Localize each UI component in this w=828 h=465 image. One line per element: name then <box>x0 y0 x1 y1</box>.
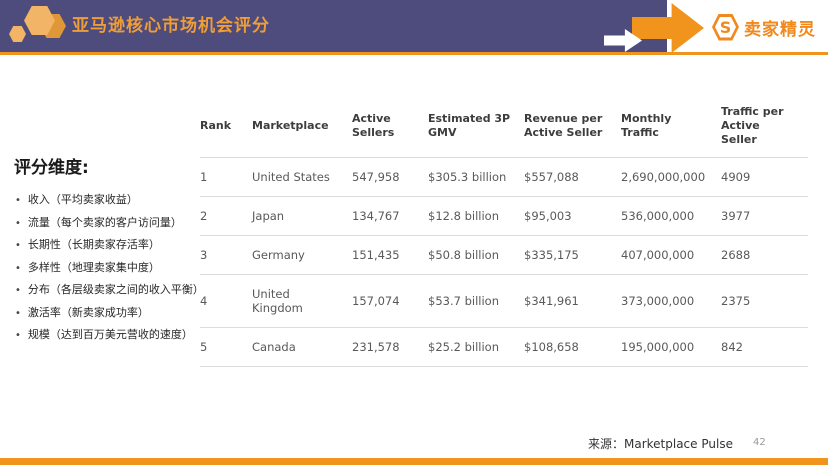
table-cell: Canada <box>252 339 296 354</box>
table-cell: United States <box>252 169 330 184</box>
brand-logo: S 卖家精灵 <box>712 12 816 42</box>
table-cell: 157,074 <box>352 293 400 308</box>
table-cell: 195,000,000 <box>621 339 695 354</box>
table-cell: $305.3 billion <box>428 169 507 184</box>
column-header: Active Sellers <box>352 111 395 139</box>
table-cell: 2375 <box>721 293 751 308</box>
hexagon-logo-icon <box>9 26 26 42</box>
header-bar: 亚马逊核心市场机会评分 <box>0 0 667 52</box>
page-title: 亚马逊核心市场机会评分 <box>72 16 270 36</box>
table-cell: 3977 <box>721 208 751 223</box>
bullet-icon: • <box>15 240 21 251</box>
table-row: 3 Germany 151,435 $50.8 billion $335,175… <box>200 235 808 274</box>
table-cell: 547,958 <box>352 169 400 184</box>
list-item: • 流量（每个卖家的客户访问量） <box>15 212 205 235</box>
table-cell: United Kingdom <box>252 286 303 315</box>
list-item: • 分布（各层级卖家之间的收入平衡） <box>15 279 205 302</box>
table-cell: $335,175 <box>524 247 579 262</box>
table-cell: 4 <box>200 293 208 308</box>
table-cell: 373,000,000 <box>621 293 695 308</box>
table-row: 2 Japan 134,767 $12.8 billion $95,003 53… <box>200 196 808 235</box>
bullet-icon: • <box>15 285 21 296</box>
table-row: 1 United States 547,958 $305.3 billion $… <box>200 157 808 196</box>
table-cell: 842 <box>721 339 743 354</box>
column-header: Revenue per Active Seller <box>524 111 603 139</box>
table-cell: 5 <box>200 339 208 354</box>
brand-logo-text: 卖家精灵 <box>744 19 816 40</box>
table-cell: 151,435 <box>352 247 400 262</box>
list-item: • 收入（平均卖家收益） <box>15 189 205 212</box>
bullet-icon: • <box>15 330 21 341</box>
column-header: Marketplace <box>252 118 329 132</box>
sellersprite-logo-icon: S <box>712 13 739 41</box>
bullet-icon: • <box>15 262 21 274</box>
table-cell: 1 <box>200 169 208 184</box>
list-item: • 激活率（新卖家成功率） <box>15 302 205 325</box>
column-header: Estimated 3P GMV <box>428 111 511 139</box>
table-cell: 536,000,000 <box>621 208 695 223</box>
list-item: • 规模（达到百万美元营收的速度） <box>15 324 205 347</box>
table-cell: $12.8 billion <box>428 208 499 223</box>
table-cell: 231,578 <box>352 339 400 354</box>
list-item: • 多样性（地理卖家集中度） <box>15 257 205 280</box>
table-row: 4 United Kingdom 157,074 $53.7 billion $… <box>200 274 808 327</box>
column-header: Monthly Traffic <box>621 111 672 139</box>
table-header-row: Rank Marketplace Active Sellers Estimate… <box>200 95 808 157</box>
table-cell: $108,658 <box>524 339 579 354</box>
header-divider <box>0 52 828 55</box>
source-note: 来源：Marketplace Pulse <box>588 437 733 451</box>
page-number: 42 <box>753 437 766 448</box>
column-header: Rank <box>200 118 232 132</box>
bullet-icon: • <box>15 217 21 229</box>
table-row: 5 Canada 231,578 $25.2 billion $108,658 … <box>200 327 808 366</box>
score-dimensions-list: • 收入（平均卖家收益） • 流量（每个卖家的客户访问量） • 长期性（长期卖家存活率… <box>15 189 205 347</box>
table-cell: $341,961 <box>524 293 579 308</box>
brand-logo-letter: S <box>719 17 732 37</box>
bullet-icon: • <box>15 195 21 206</box>
table-cell: 4909 <box>721 169 751 184</box>
bottom-accent-bar <box>0 458 828 465</box>
table-cell: Germany <box>252 247 305 262</box>
table-cell: $557,088 <box>524 169 579 184</box>
table-cell: 2688 <box>721 247 751 262</box>
table-cell: $50.8 billion <box>428 247 499 262</box>
table-cell: $95,003 <box>524 208 572 223</box>
marketplace-table: Rank Marketplace Active Sellers Estimate… <box>200 95 808 367</box>
table-cell: 2,690,000,000 <box>621 169 706 184</box>
table-cell: 407,000,000 <box>621 247 695 262</box>
table-cell: 2 <box>200 208 208 223</box>
bullet-icon: • <box>15 307 21 319</box>
table-cell: 3 <box>200 247 208 262</box>
column-header: Traffic per Active Seller <box>721 104 784 146</box>
table-cell: $53.7 billion <box>428 293 499 308</box>
table-cell: Japan <box>252 208 285 223</box>
list-item: • 长期性（长期卖家存活率） <box>15 234 205 257</box>
table-cell: $25.2 billion <box>428 339 499 354</box>
score-dimensions-title: 评分维度: <box>14 158 89 178</box>
table-cell: 134,767 <box>352 208 400 223</box>
